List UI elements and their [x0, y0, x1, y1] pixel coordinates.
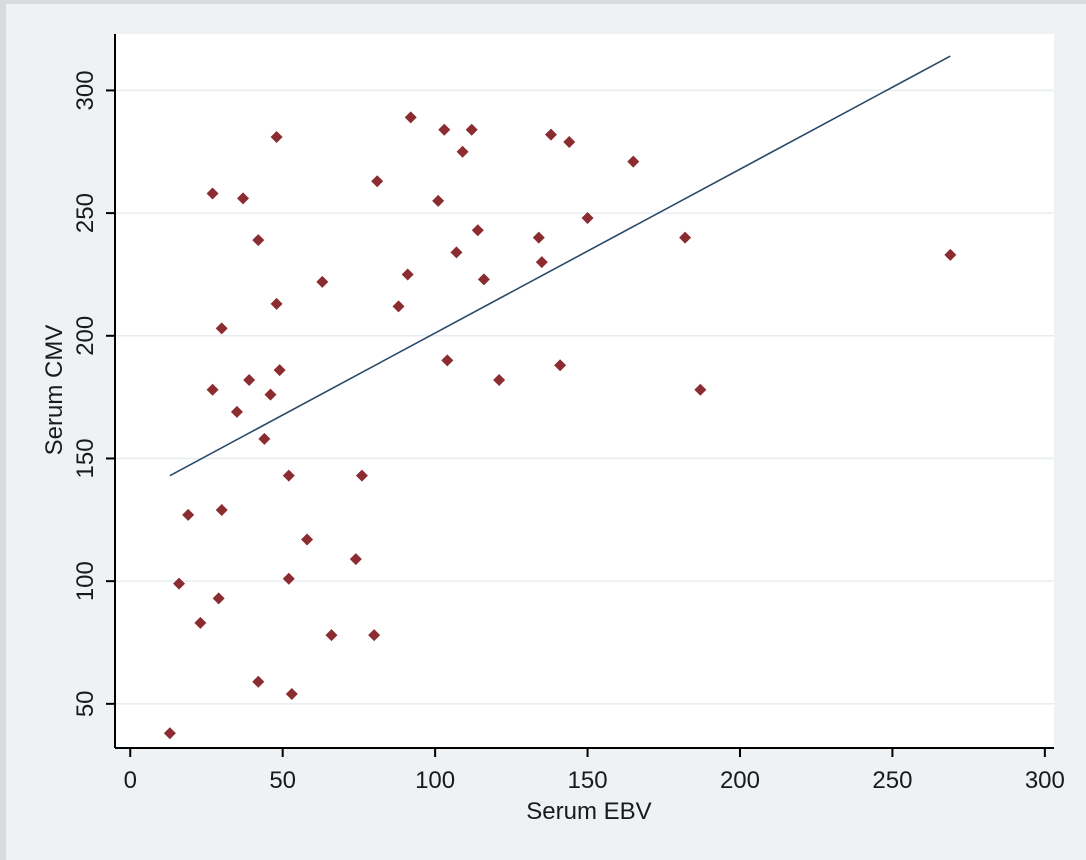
x-tick-label: 0 — [124, 767, 137, 794]
y-tick-label: 200 — [72, 316, 99, 356]
y-tick-label: 100 — [72, 561, 99, 601]
data-point — [270, 131, 283, 144]
y-tick-label: 300 — [72, 70, 99, 110]
data-point — [258, 432, 271, 445]
data-point — [563, 135, 576, 148]
x-tick-label: 150 — [568, 767, 608, 794]
data-point — [544, 128, 557, 141]
data-point — [252, 675, 265, 688]
data-point — [237, 192, 250, 205]
data-points — [163, 111, 957, 740]
data-point — [252, 234, 265, 247]
data-point — [230, 405, 243, 418]
fit-line — [169, 55, 951, 477]
data-point — [243, 373, 256, 386]
data-point — [212, 592, 225, 605]
data-point — [532, 231, 545, 244]
data-point — [355, 469, 368, 482]
data-point — [325, 629, 338, 642]
data-point — [694, 383, 707, 396]
data-point — [554, 359, 567, 372]
data-point — [282, 572, 295, 585]
data-point — [273, 364, 286, 377]
y-tick-label: 250 — [72, 193, 99, 233]
data-point — [182, 508, 195, 521]
fit-line-layer — [169, 55, 951, 477]
data-point — [581, 212, 594, 225]
data-point — [392, 300, 405, 313]
x-tick-label: 300 — [1025, 767, 1065, 794]
data-point — [194, 616, 207, 629]
data-point — [215, 322, 228, 335]
data-point — [404, 111, 417, 124]
data-point — [944, 248, 957, 261]
x-axis-title: Serum EBV — [526, 798, 651, 825]
data-point — [465, 123, 478, 136]
data-point — [441, 354, 454, 367]
data-point — [173, 577, 186, 590]
data-point — [493, 373, 506, 386]
x-tick-label: 200 — [720, 767, 760, 794]
grid-lines — [115, 89, 1054, 705]
data-point — [270, 297, 283, 310]
data-point — [163, 727, 176, 740]
data-point — [282, 469, 295, 482]
data-point — [301, 533, 314, 546]
data-point — [371, 175, 384, 188]
axes: 0 50 100 150 200 250 300 50 100 150 200 250 300 — [72, 34, 1065, 794]
data-point — [264, 388, 277, 401]
data-point — [450, 246, 463, 259]
data-point — [679, 231, 692, 244]
x-tick-label: 50 — [269, 767, 296, 794]
data-point — [477, 273, 490, 286]
data-point — [432, 194, 445, 207]
y-tick-label: 150 — [72, 438, 99, 478]
data-point — [206, 187, 219, 200]
data-point — [206, 383, 219, 396]
x-tick-label: 250 — [872, 767, 912, 794]
data-point — [471, 224, 484, 237]
data-point — [456, 145, 469, 158]
x-tick-label: 100 — [415, 767, 455, 794]
data-point — [535, 256, 548, 269]
data-point — [627, 155, 640, 168]
data-point — [368, 629, 381, 642]
y-tick-label: 50 — [72, 690, 99, 717]
y-axis-title: Serum CMV — [41, 325, 68, 456]
data-point — [401, 268, 414, 281]
data-point — [349, 553, 362, 566]
data-point — [285, 688, 298, 701]
data-point — [215, 504, 228, 516]
data-point — [316, 275, 329, 288]
data-point — [438, 123, 451, 136]
plot-area — [115, 34, 1054, 748]
scatter-chart: 0 50 100 150 200 250 300 50 100 150 200 250 300 Seru… — [41, 34, 1065, 825]
chart-frame: 0 50 100 150 200 250 300 50 100 150 200 250 300 Seru… — [6, 4, 1086, 860]
